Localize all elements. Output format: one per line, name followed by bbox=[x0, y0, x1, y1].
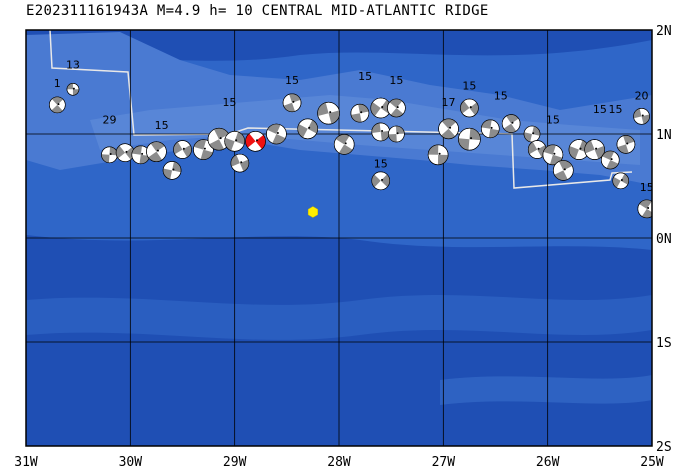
focal-mechanism bbox=[584, 139, 605, 160]
focal-mechanism bbox=[553, 160, 574, 181]
focal-mechanism bbox=[371, 122, 391, 142]
focal-mechanism bbox=[282, 93, 302, 113]
focal-mechanism bbox=[224, 130, 245, 152]
focal-mechanism bbox=[501, 114, 521, 133]
x-tick-label: 28W bbox=[327, 455, 351, 470]
focal-mechanism bbox=[600, 150, 620, 170]
depth-label: 15 bbox=[222, 96, 236, 109]
focal-mechanisms bbox=[48, 82, 652, 219]
depth-label: 29 bbox=[102, 114, 116, 127]
depth-label: 20 bbox=[635, 90, 649, 103]
focal-mechanism bbox=[48, 96, 66, 114]
depth-label: 1 bbox=[54, 77, 61, 90]
focal-mechanism bbox=[101, 146, 118, 164]
focal-mechanism bbox=[523, 125, 541, 143]
focal-mechanism bbox=[458, 127, 481, 151]
depth-label: 15 bbox=[640, 181, 654, 194]
depth-label: 15 bbox=[462, 79, 476, 92]
y-tick-label: 1N bbox=[656, 128, 672, 143]
focal-mechanism bbox=[637, 199, 652, 219]
bathymetry-band-south-2 bbox=[440, 375, 652, 405]
depth-label: 13 bbox=[66, 58, 80, 71]
y-tick-label: 0N bbox=[656, 232, 672, 247]
focal-mechanism bbox=[193, 139, 214, 160]
focal-mechanism bbox=[207, 127, 231, 151]
x-tick-label: 29W bbox=[223, 455, 247, 470]
focal-mechanism bbox=[542, 144, 564, 166]
focal-mechanism bbox=[333, 134, 355, 155]
focal-mechanism bbox=[480, 119, 500, 139]
epicenter-marker bbox=[307, 206, 318, 218]
focal-mechanism bbox=[66, 82, 80, 96]
focal-mechanism bbox=[427, 144, 449, 166]
depth-label: 15 bbox=[494, 90, 508, 103]
focal-mechanism bbox=[317, 101, 340, 125]
depth-label: 15 bbox=[155, 119, 169, 132]
x-tick-label: 27W bbox=[432, 455, 456, 470]
y-tick-label: 1S bbox=[656, 336, 672, 351]
grid-lines bbox=[26, 30, 652, 446]
page-title: E202311161943A M=4.9 h= 10 CENTRAL MID-A… bbox=[26, 3, 489, 19]
focal-mechanism bbox=[371, 171, 391, 191]
plate-boundary bbox=[49, 30, 633, 189]
focal-mechanism bbox=[162, 161, 182, 180]
depth-label: 15 bbox=[546, 114, 560, 127]
x-tick-label: 30W bbox=[119, 455, 143, 470]
depth-label: 17 bbox=[442, 96, 456, 109]
focal-mechanism bbox=[616, 135, 636, 154]
x-tick-label: 31W bbox=[14, 455, 38, 470]
focal-mechanism bbox=[245, 130, 266, 152]
depth-label: 15 bbox=[358, 70, 372, 83]
x-axis-ticks: 31W 30W 29W 28W 27W 26W 25W bbox=[14, 455, 664, 470]
y-tick-label: 2N bbox=[656, 24, 672, 39]
x-tick-label: 25W bbox=[640, 455, 664, 470]
focal-mechanism bbox=[146, 141, 167, 162]
depth-label: 15 bbox=[593, 103, 607, 116]
focal-mechanism bbox=[438, 118, 459, 140]
focal-mechanism bbox=[266, 123, 287, 145]
depth-label: 15 bbox=[285, 74, 299, 87]
map-frame bbox=[25, 29, 653, 447]
depth-label: 15 bbox=[389, 74, 403, 87]
y-tick-label: 2S bbox=[656, 440, 672, 455]
focal-mechanism bbox=[173, 140, 192, 159]
focal-mechanism bbox=[460, 98, 479, 118]
y-axis-ticks: 2N 1N 0N 1S 2S bbox=[656, 24, 672, 455]
focal-mechanism bbox=[633, 108, 650, 125]
focal-mechanism bbox=[388, 125, 405, 143]
focal-mechanism bbox=[297, 118, 319, 140]
x-tick-label: 26W bbox=[536, 455, 560, 470]
focal-mechanism bbox=[115, 143, 135, 163]
focal-mechanism bbox=[230, 153, 250, 173]
depth-label: 15 bbox=[374, 157, 388, 170]
focal-mechanism bbox=[612, 172, 630, 190]
depth-label: 15 bbox=[608, 103, 622, 116]
focal-mechanism bbox=[350, 103, 370, 123]
focal-mechanism bbox=[387, 98, 406, 118]
